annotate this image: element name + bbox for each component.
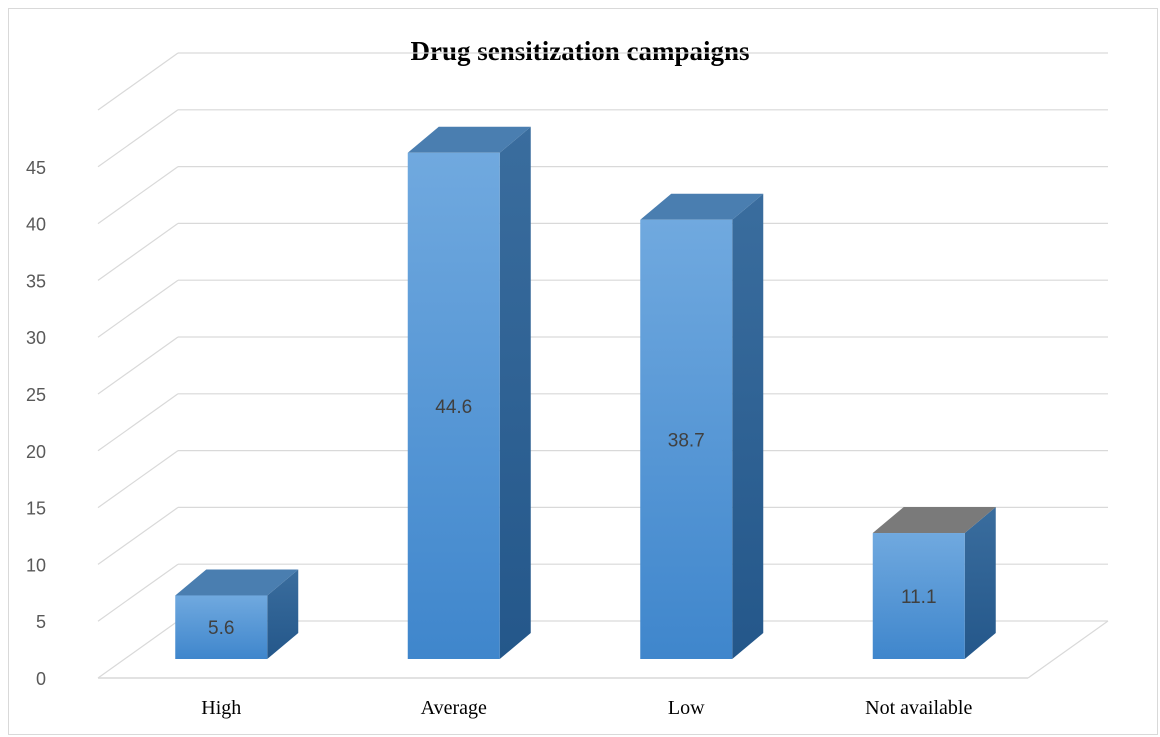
bar — [640, 193, 764, 659]
y-tick-label: 5 — [36, 612, 46, 632]
bar — [175, 569, 299, 659]
gridline — [97, 222, 1108, 281]
y-tick-label: 30 — [26, 328, 46, 348]
y-tick-label: 45 — [26, 158, 46, 178]
gridline — [97, 109, 1108, 168]
bar — [872, 507, 996, 659]
gridline — [97, 279, 1108, 338]
x-tick-label: High — [201, 697, 241, 719]
y-tick-label: 20 — [26, 442, 46, 462]
gridline — [97, 52, 1108, 111]
data-label: 5.6 — [208, 618, 234, 639]
x-tick-label: Average — [421, 697, 487, 719]
gridline — [97, 166, 1108, 225]
x-tick-label: Not available — [865, 697, 972, 719]
y-tick-label: 10 — [26, 555, 46, 575]
floor-edge — [1027, 620, 1109, 679]
gridline — [97, 450, 1108, 509]
x-tick-label: Low — [668, 697, 705, 719]
y-tick-label: 15 — [26, 499, 46, 519]
y-tick-label: 40 — [26, 215, 46, 235]
gridline — [97, 336, 1108, 395]
chart-title: Drug sensitization campaigns — [410, 36, 749, 66]
y-tick-label: 25 — [26, 385, 46, 405]
data-label: 38.7 — [668, 430, 705, 451]
bar — [407, 126, 531, 660]
data-label: 11.1 — [901, 587, 937, 608]
y-tick-label: 35 — [26, 271, 46, 291]
gridline — [97, 393, 1108, 452]
data-label: 44.6 — [435, 397, 472, 418]
y-tick-label: 0 — [36, 669, 46, 689]
